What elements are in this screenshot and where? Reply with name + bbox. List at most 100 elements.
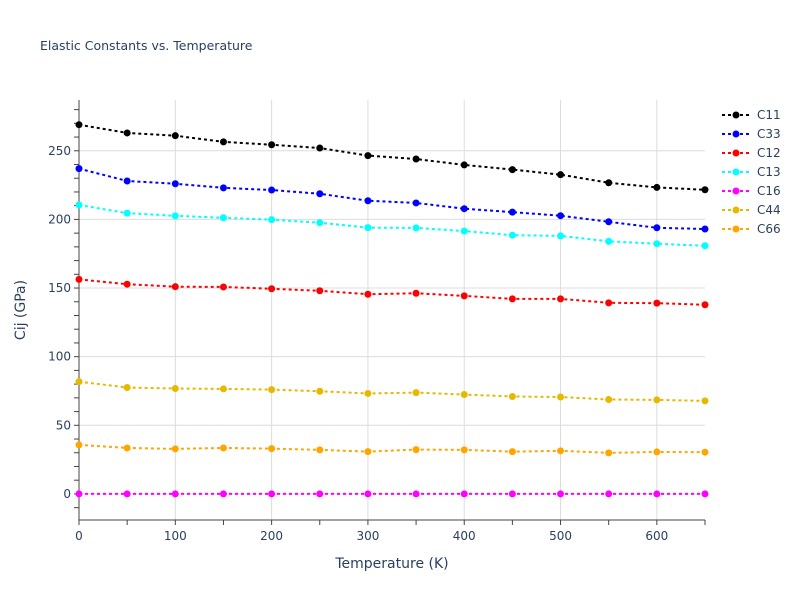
x-tick-label: 600 <box>645 529 668 543</box>
data-point <box>701 186 709 194</box>
legend-item-c11[interactable]: C11 <box>722 108 781 122</box>
y-axis-label: Cij (GPa) <box>13 280 29 340</box>
data-point <box>460 391 468 399</box>
data-point <box>75 441 83 449</box>
data-point <box>412 224 420 232</box>
data-point <box>605 395 613 403</box>
legend-item-c33[interactable]: C33 <box>722 127 781 141</box>
data-point <box>460 292 468 300</box>
legend-marker <box>732 187 740 195</box>
data-point <box>268 490 276 498</box>
data-point <box>316 446 324 454</box>
data-point <box>701 397 709 405</box>
data-point <box>701 225 709 233</box>
data-point <box>316 387 324 395</box>
data-point <box>364 490 372 498</box>
chart-title: Elastic Constants vs. Temperature <box>40 38 253 53</box>
legend-marker <box>732 168 740 176</box>
y-tick-label: 150 <box>48 281 71 295</box>
legend-item-c13[interactable]: C13 <box>722 165 781 179</box>
data-point <box>123 129 131 137</box>
data-point <box>605 449 613 457</box>
data-point <box>460 490 468 498</box>
data-point <box>316 144 324 152</box>
data-point <box>268 186 276 194</box>
series-c12 <box>75 275 709 309</box>
data-point <box>508 231 516 239</box>
data-point <box>123 490 131 498</box>
data-point <box>219 490 227 498</box>
data-point <box>460 205 468 213</box>
series-group <box>75 121 709 498</box>
y-tick-label: 200 <box>48 212 71 226</box>
series-line <box>78 380 706 402</box>
legend-item-c12[interactable]: C12 <box>722 146 781 160</box>
data-point <box>460 161 468 169</box>
data-point <box>653 396 661 404</box>
data-point <box>412 289 420 297</box>
legend-marker <box>732 225 740 233</box>
data-point <box>412 155 420 163</box>
grid <box>78 100 705 520</box>
axes: 0 100 200 300 400 500 600 0 50 100 150 200 250 <box>48 100 706 543</box>
data-point <box>605 490 613 498</box>
data-point <box>653 299 661 307</box>
data-point <box>653 224 661 232</box>
data-point <box>171 283 179 291</box>
data-point <box>268 285 276 293</box>
y-tick-label: 100 <box>48 350 71 364</box>
x-tick-label: 0 <box>75 529 83 543</box>
series-line <box>78 278 706 306</box>
data-point <box>653 448 661 456</box>
y-tick-label: 0 <box>63 487 71 501</box>
x-tick-label: 400 <box>453 529 476 543</box>
data-point <box>364 448 372 456</box>
data-point <box>219 385 227 393</box>
data-point <box>412 490 420 498</box>
data-point <box>412 446 420 454</box>
series-c33 <box>75 165 709 233</box>
legend-marker <box>732 111 740 119</box>
legend-label: C44 <box>757 203 781 217</box>
series-c44 <box>75 378 709 405</box>
data-point <box>364 290 372 298</box>
series-line <box>78 204 706 247</box>
data-point <box>557 447 565 455</box>
legend-item-c66[interactable]: C66 <box>722 222 781 236</box>
x-tick-label: 300 <box>356 529 379 543</box>
data-point <box>171 490 179 498</box>
data-point <box>123 177 131 185</box>
data-point <box>364 197 372 205</box>
data-point <box>557 393 565 401</box>
data-point <box>701 242 709 250</box>
legend-label: C66 <box>757 222 781 236</box>
data-point <box>460 446 468 454</box>
data-point <box>653 490 661 498</box>
legend[interactable]: C11 C33 C12 C13 C16 C44 C66 <box>722 108 781 236</box>
data-point <box>557 171 565 179</box>
data-point <box>75 201 83 209</box>
legend-item-c44[interactable]: C44 <box>722 203 781 217</box>
data-point <box>316 190 324 198</box>
series-c11 <box>75 121 709 194</box>
data-point <box>75 490 83 498</box>
data-point <box>75 121 83 129</box>
data-point <box>219 138 227 146</box>
data-point <box>605 299 613 307</box>
legend-item-c16[interactable]: C16 <box>722 184 781 198</box>
data-point <box>508 490 516 498</box>
data-point <box>557 232 565 240</box>
x-axis-label: Temperature (K) <box>334 556 448 572</box>
data-point <box>123 444 131 452</box>
legend-marker <box>732 130 740 138</box>
data-point <box>123 384 131 392</box>
data-point <box>75 275 83 283</box>
data-point <box>219 214 227 222</box>
legend-label: C33 <box>757 127 781 141</box>
legend-label: C13 <box>757 165 781 179</box>
data-point <box>508 295 516 303</box>
data-point <box>653 240 661 248</box>
series-c66 <box>75 441 709 457</box>
data-point <box>268 216 276 224</box>
data-point <box>460 227 468 235</box>
